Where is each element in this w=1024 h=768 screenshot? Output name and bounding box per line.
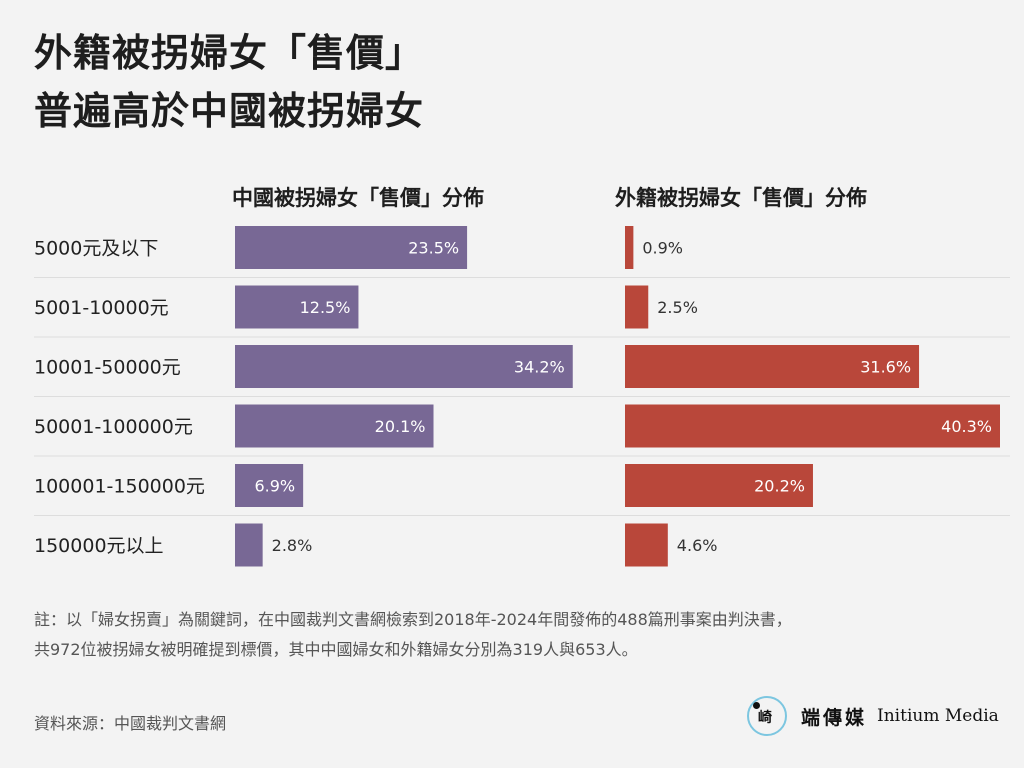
- category-label: 50001-100000元: [34, 416, 193, 438]
- china-bar-value-label: 12.5%: [300, 298, 351, 317]
- china-bar: [235, 404, 434, 448]
- title-line-1: 外籍被拐婦女「售價」: [34, 31, 425, 75]
- china-bar-value-label: 34.2%: [514, 358, 565, 377]
- china-bar: [235, 226, 468, 269]
- category-label: 5001-10000元: [34, 297, 169, 319]
- logo-name-cn: 端傳媒: [801, 706, 868, 729]
- initium-logo: 崎 端傳媒 Initium Media: [747, 693, 999, 739]
- initium-logo-icon: 崎: [747, 696, 787, 736]
- foreign-bar-value-label: 40.3%: [941, 417, 992, 436]
- foreign-bar: [625, 285, 649, 329]
- foreign-bar-value-label: 4.6%: [677, 536, 718, 555]
- title-line-2: 普遍高於中國被拐婦女: [34, 89, 425, 133]
- china-bar: [235, 523, 263, 567]
- china-bar-value-label: 20.1%: [375, 417, 426, 436]
- foreign-chart-title: 外籍被拐婦女「售價」分佈: [615, 186, 867, 210]
- foreign-bar: [625, 345, 920, 388]
- china-bar-value-label: 2.8%: [272, 536, 313, 555]
- data-source: 資料來源：中國裁判文書網: [34, 714, 227, 733]
- china-bar-value-label: 23.5%: [408, 239, 459, 258]
- china-bar: [235, 285, 359, 329]
- footnote: 註：以「婦女拐賣」為關鍵詞，在中國裁判文書網檢索到2018年-2024年間發佈的…: [34, 610, 792, 659]
- china-chart-title: 中國被拐婦女「售價」分佈: [232, 186, 484, 210]
- china-bar: [235, 345, 573, 388]
- foreign-bar: [625, 523, 668, 567]
- foreign-bar-value-label: 0.9%: [642, 239, 683, 258]
- foreign-bar-value-label: 31.6%: [860, 358, 911, 377]
- foreign-bar: [625, 226, 634, 269]
- category-label: 5000元及以下: [34, 238, 158, 260]
- foreign-bar-value-label: 2.5%: [657, 298, 698, 317]
- foreign-bar: [625, 404, 1000, 448]
- china-bar: [235, 464, 304, 507]
- page-title: 外籍被拐婦女「售價」 普遍高於中國被拐婦女: [34, 24, 424, 140]
- category-label: 150000元以上: [34, 535, 164, 557]
- foreign-bar: [625, 464, 813, 507]
- logo-name-en: Initium Media: [877, 706, 999, 726]
- category-label: 10001-50000元: [34, 357, 181, 379]
- category-label: 100001-150000元: [34, 476, 205, 498]
- foreign-bar-value-label: 20.2%: [754, 477, 805, 496]
- bar-charts: 5000元及以下 5001-10000元 10001-50000元 50001-100…: [34, 226, 1010, 567]
- china-bar-value-label: 6.9%: [254, 477, 295, 496]
